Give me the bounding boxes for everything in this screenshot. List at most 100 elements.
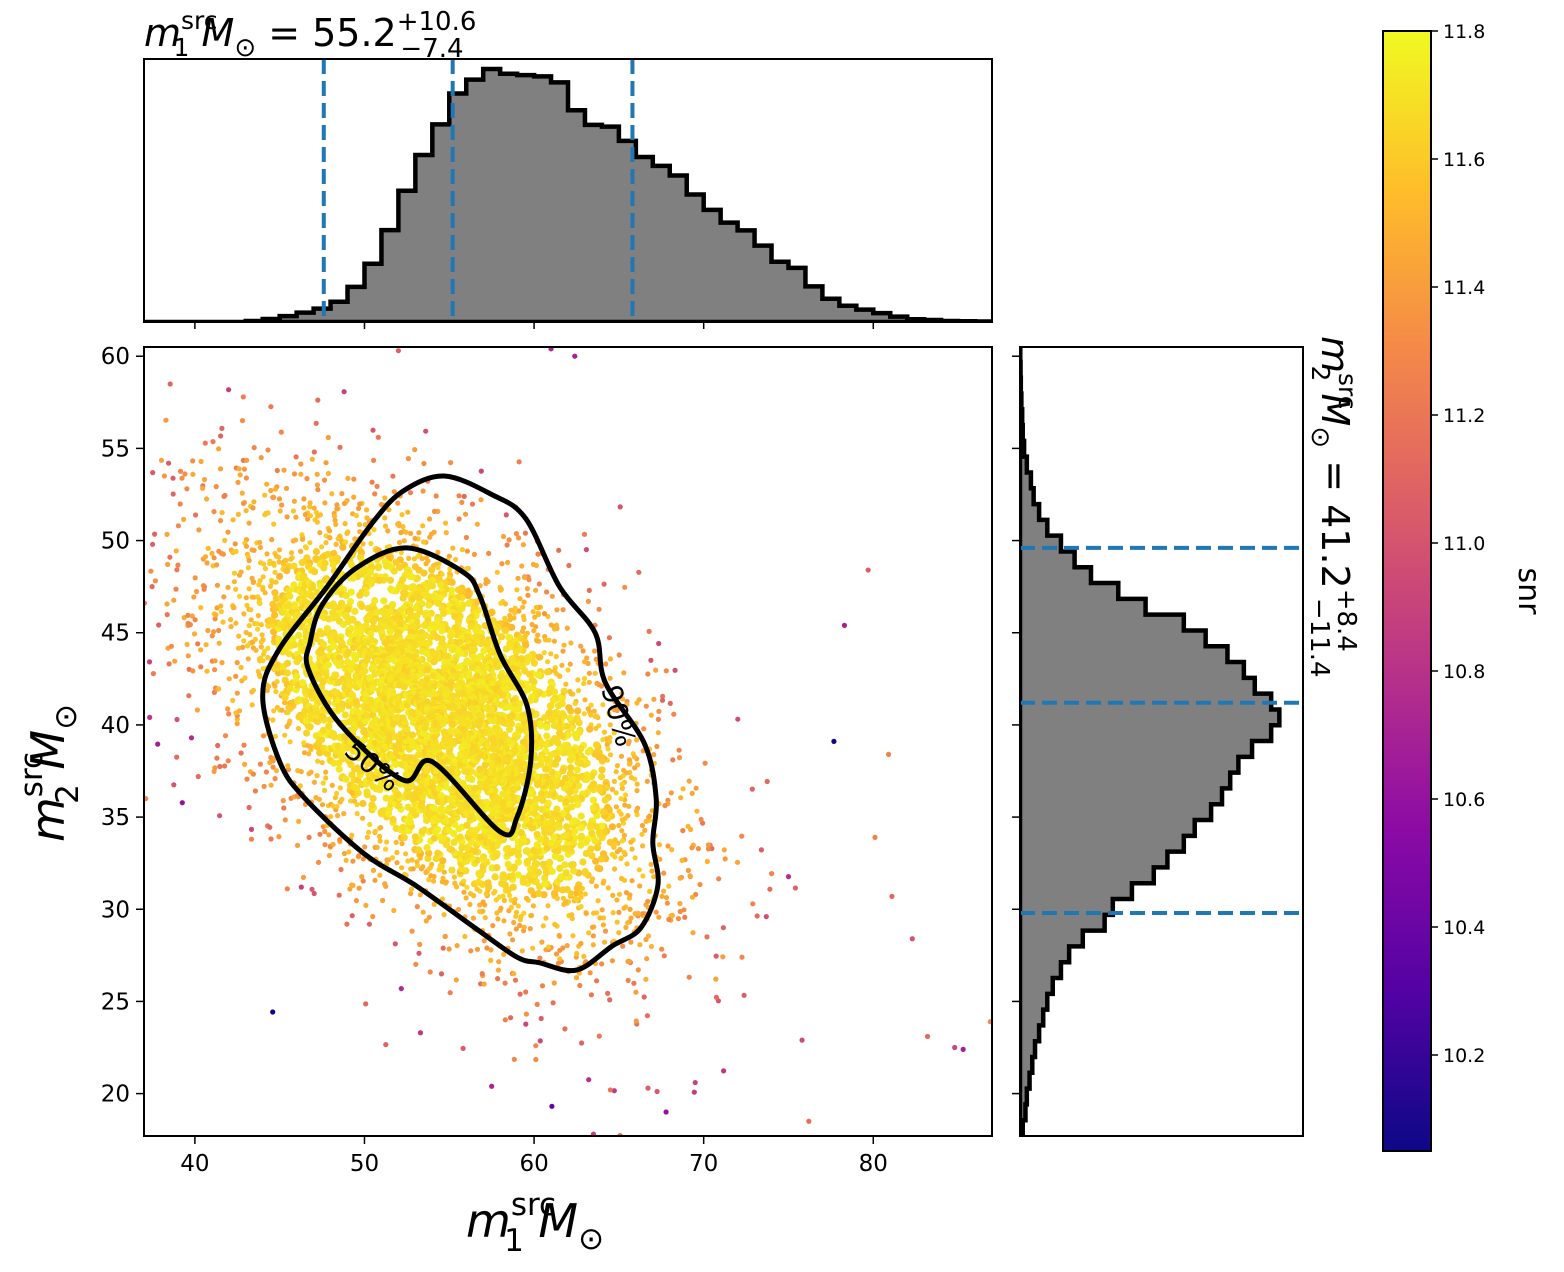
scatter-point bbox=[618, 796, 624, 802]
scatter-point bbox=[451, 874, 457, 880]
scatter-point bbox=[648, 861, 654, 868]
scatter-point bbox=[260, 561, 267, 567]
scatter-point bbox=[648, 712, 654, 718]
scatter-point bbox=[322, 500, 328, 506]
scatter-point bbox=[544, 799, 552, 807]
scatter-point bbox=[721, 847, 727, 853]
scatter-point bbox=[309, 456, 315, 462]
scatter-point bbox=[212, 616, 218, 622]
scatter-point bbox=[614, 919, 620, 925]
scatter-point bbox=[468, 663, 476, 672]
scatter-point bbox=[514, 871, 522, 879]
scatter-point bbox=[446, 946, 452, 952]
scatter-point bbox=[619, 838, 626, 844]
scatter-point bbox=[565, 704, 573, 712]
scatter-point bbox=[439, 571, 445, 577]
scatter-point bbox=[333, 521, 339, 528]
scatter-point bbox=[512, 648, 521, 656]
scatter-point bbox=[611, 1088, 617, 1094]
scatter-point bbox=[257, 761, 263, 767]
scatter-point bbox=[480, 908, 486, 914]
scatter-point bbox=[363, 1001, 369, 1007]
scatter-point bbox=[46, 635, 51, 640]
scatter-point bbox=[204, 496, 210, 502]
scatter-point bbox=[414, 859, 420, 865]
scatter-point bbox=[104, 509, 109, 514]
scatter-point bbox=[551, 980, 557, 986]
scatter-point bbox=[640, 911, 646, 917]
scatter-point bbox=[342, 592, 350, 600]
scatter-point bbox=[575, 719, 583, 727]
scatter-point bbox=[560, 607, 566, 613]
scatter-point bbox=[216, 627, 222, 634]
scatter-point bbox=[439, 896, 446, 902]
scatter-point bbox=[301, 697, 309, 705]
scatter-point bbox=[561, 861, 569, 869]
scatter-point bbox=[452, 880, 458, 886]
scatter-point bbox=[292, 537, 299, 543]
scatter-point bbox=[332, 795, 338, 801]
scatter-point bbox=[520, 542, 527, 548]
scatter-point bbox=[323, 540, 329, 546]
scatter-point bbox=[563, 823, 571, 831]
scatter-point bbox=[481, 761, 489, 769]
scatter-point bbox=[491, 873, 499, 881]
scatter-point bbox=[216, 446, 222, 452]
scatter-point bbox=[260, 637, 266, 643]
scatter-point bbox=[289, 635, 297, 643]
scatter-point bbox=[767, 886, 773, 892]
scatter-point bbox=[351, 494, 357, 500]
scatter-point bbox=[653, 667, 659, 673]
scatter-point bbox=[686, 974, 692, 980]
scatter-point bbox=[356, 853, 362, 859]
scatter-point bbox=[471, 847, 479, 855]
scatter-point bbox=[661, 870, 667, 876]
scatter-point bbox=[442, 933, 448, 940]
scatter-point bbox=[595, 898, 601, 904]
scatter-point bbox=[251, 594, 257, 600]
scatter-point bbox=[408, 886, 415, 892]
scatter-point bbox=[166, 460, 172, 466]
scatter-point bbox=[330, 803, 336, 809]
scatter-point bbox=[546, 944, 552, 950]
scatter-point bbox=[792, 885, 799, 891]
scatter-point bbox=[554, 607, 560, 613]
scatter-point bbox=[421, 539, 427, 545]
scatter-point bbox=[564, 943, 570, 949]
scatter-point bbox=[450, 545, 456, 551]
scatter-point bbox=[669, 847, 675, 853]
scatter-point bbox=[437, 805, 445, 813]
scatter-point bbox=[228, 617, 234, 623]
scatter-point bbox=[344, 530, 350, 537]
top-histogram-title: msrc 1 M⊙ = 55.2+10.6 −7.4 bbox=[144, 6, 476, 64]
scatter-point bbox=[216, 640, 222, 646]
scatter-point bbox=[464, 884, 470, 890]
scatter-point bbox=[499, 561, 505, 567]
scatter-point bbox=[330, 841, 336, 848]
scatter-point bbox=[335, 813, 341, 819]
scatter-point bbox=[431, 873, 437, 880]
scatter-point bbox=[239, 418, 246, 424]
scatter-point bbox=[164, 601, 170, 607]
scatter-point bbox=[396, 539, 403, 546]
scatter-point bbox=[336, 892, 342, 898]
scatter-point bbox=[311, 890, 317, 897]
scatter-point bbox=[676, 755, 683, 761]
scatter-point bbox=[676, 747, 682, 753]
scatter-point bbox=[467, 891, 474, 897]
scatter-point bbox=[544, 589, 550, 595]
scatter-point bbox=[364, 515, 370, 521]
scatter-point bbox=[295, 725, 302, 732]
scatter-point bbox=[260, 658, 266, 664]
scatter-point bbox=[574, 758, 582, 767]
scatter-point bbox=[541, 874, 549, 882]
scatter-point bbox=[566, 756, 575, 764]
scatter-point bbox=[567, 661, 573, 667]
scatter-point bbox=[634, 788, 640, 794]
scatter-point bbox=[689, 790, 695, 797]
scatter-point bbox=[317, 530, 323, 536]
scatter-point bbox=[687, 873, 693, 879]
scatter-point bbox=[319, 726, 327, 735]
scatter-point bbox=[354, 754, 362, 762]
scatter-point bbox=[478, 468, 484, 474]
